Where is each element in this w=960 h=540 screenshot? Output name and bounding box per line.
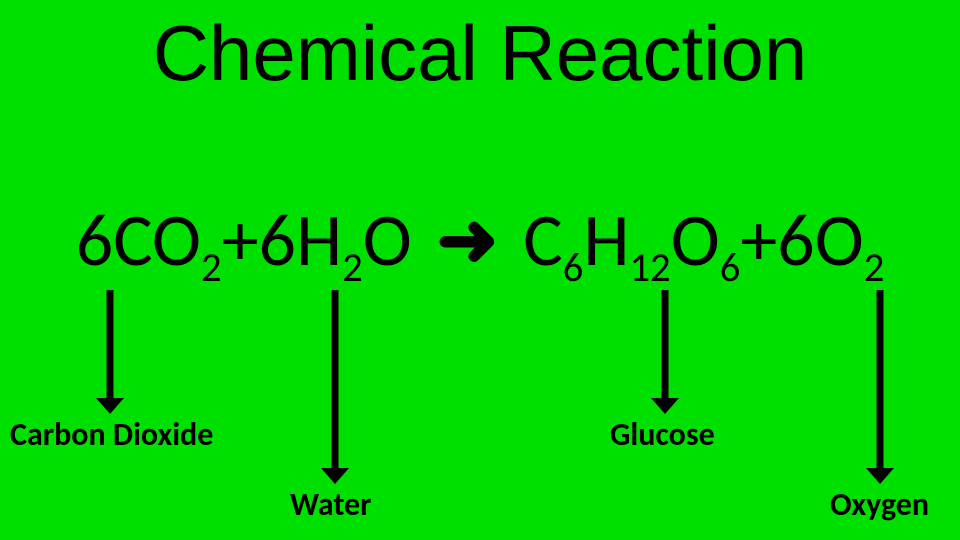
label-glucose: Glucose — [610, 415, 715, 454]
mid2: O — [671, 195, 720, 285]
formula: O — [815, 195, 864, 285]
formula: H — [296, 195, 342, 285]
slide-title: Chemical Reaction — [0, 8, 960, 99]
product-glucose: C6H12O6 — [523, 195, 740, 285]
reactant-co2: 6CO2 — [76, 195, 222, 285]
pointer-arrow-co2 — [96, 290, 124, 414]
reaction-arrow-icon: ➜ — [428, 195, 506, 285]
subscript: 2 — [864, 242, 885, 292]
reactant-h2o: 6H2O — [259, 195, 412, 285]
label-h2o: Water — [290, 485, 372, 524]
formula: CO — [113, 195, 201, 285]
pointer-arrow-glucose — [651, 290, 679, 414]
tail: O — [363, 195, 412, 285]
label-co2: Carbon Dioxide — [10, 415, 213, 454]
mid: H — [583, 195, 629, 285]
subscript: 2 — [342, 242, 363, 292]
coeff: 6 — [76, 195, 114, 285]
pointer-arrow-h2o — [321, 290, 349, 484]
subscript: 6 — [720, 242, 741, 292]
coeff: 6 — [259, 195, 297, 285]
subscript: 6 — [563, 242, 584, 292]
pointer-arrow-o2 — [866, 290, 894, 484]
product-o2: 6O2 — [777, 195, 884, 285]
plus-1: + — [222, 195, 259, 285]
plus-2: + — [740, 195, 777, 285]
formula: C — [523, 195, 562, 285]
label-o2: Oxygen — [830, 485, 929, 524]
subscript: 2 — [201, 242, 222, 292]
equation: 6CO2 + 6H2O ➜ C6H12O6 + 6O2 — [0, 195, 960, 285]
coeff: 6 — [777, 195, 815, 285]
subscript: 12 — [629, 242, 670, 292]
